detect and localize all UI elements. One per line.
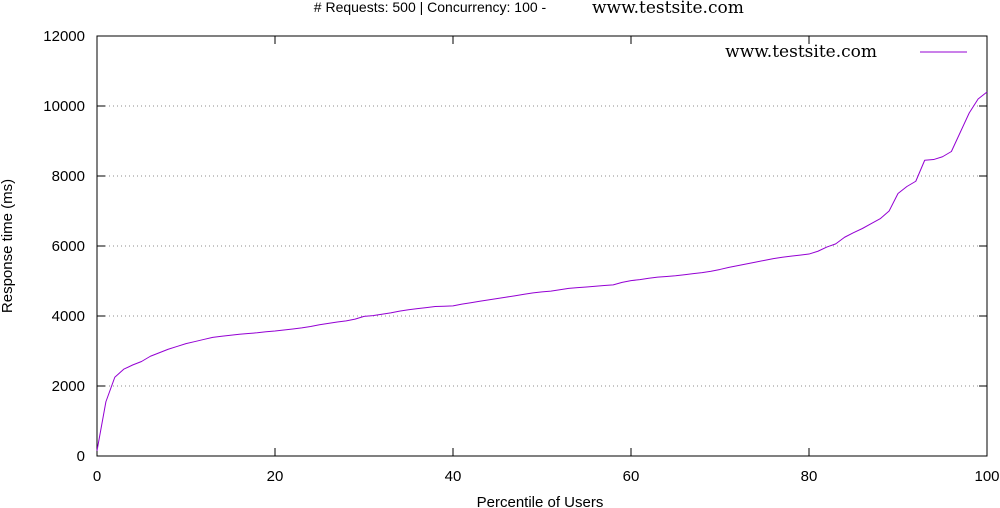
- y-tick-label: 4000: [52, 308, 85, 325]
- x-tick-label: 60: [623, 468, 640, 485]
- x-axis-ticks: 0 20 40 60 80 100: [93, 36, 1000, 485]
- x-axis-label: Percentile of Users: [477, 494, 604, 508]
- y-tick-label: 12000: [43, 28, 85, 45]
- chart-title-prefix: # Requests: 500 | Concurrency: 100 -: [314, 0, 547, 15]
- chart-title-site: www.testsite.com: [592, 0, 744, 18]
- x-tick-label: 40: [445, 468, 462, 485]
- x-tick-label: 0: [93, 468, 101, 485]
- x-tick-label: 80: [801, 468, 818, 485]
- y-tick-label: 2000: [52, 378, 85, 395]
- y-tick-label: 10000: [43, 98, 85, 115]
- y-tick-label: 6000: [52, 238, 85, 255]
- y-tick-label: 0: [77, 448, 85, 465]
- legend-label: www.testsite.com: [725, 42, 877, 62]
- y-tick-label: 8000: [52, 168, 85, 185]
- legend: www.testsite.com: [725, 42, 967, 62]
- x-tick-label: 20: [267, 468, 284, 485]
- series-line-0: [96, 91, 988, 451]
- y-axis-label: Response time (ms): [0, 179, 16, 313]
- plot-border: [96, 35, 988, 457]
- y-axis-ticks: 0 2000 4000 6000 8000 10000 12000: [43, 28, 987, 465]
- series-layer: [96, 91, 988, 451]
- grid-lines: [97, 105, 987, 387]
- x-tick-label: 100: [974, 468, 999, 485]
